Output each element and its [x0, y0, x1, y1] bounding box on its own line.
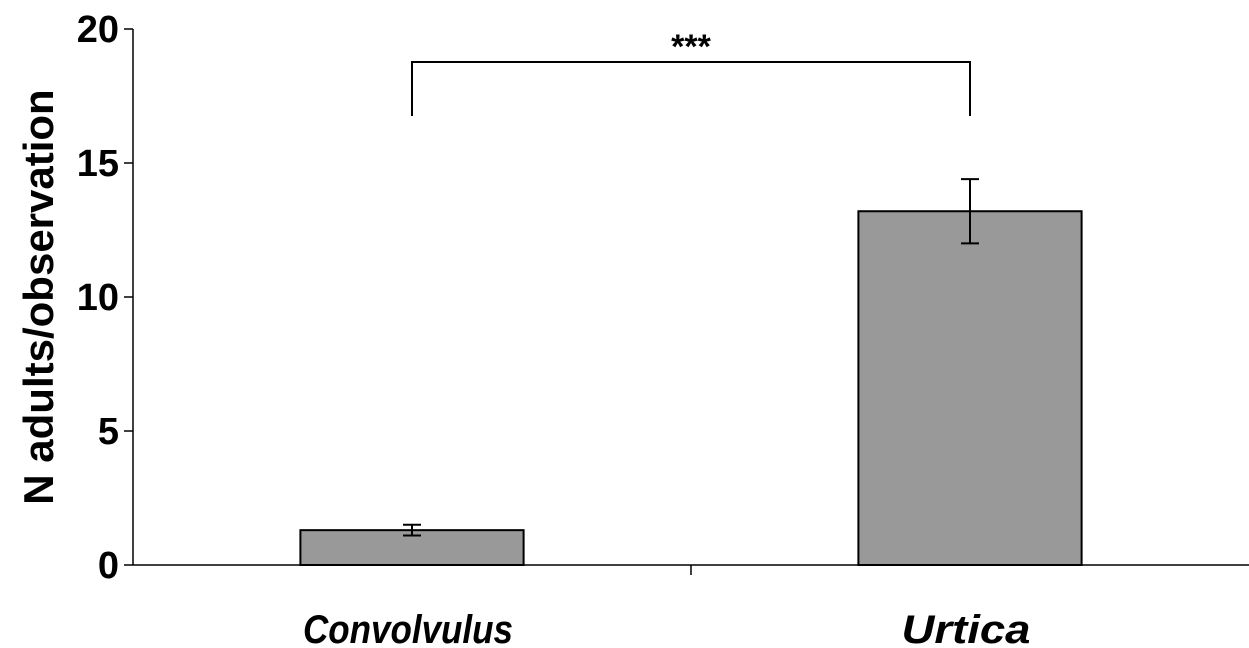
y-axis-title: N adults/observation	[15, 89, 62, 504]
y-tick-label: 15	[77, 143, 119, 185]
category-label-urtica: Urtica	[902, 608, 1031, 648]
significance-bracket	[411, 61, 971, 116]
category-label-convolvulus: Convolvulus	[303, 608, 513, 648]
category-labels-group: Convolvulus Urtica	[303, 608, 1031, 648]
error-bars-group	[403, 178, 979, 537]
significance-label: ***	[671, 28, 711, 66]
y-tick-label: 5	[98, 411, 119, 453]
y-tick-label: 10	[77, 277, 119, 319]
y-tick-label: 20	[77, 9, 119, 51]
y-tick-label: 0	[98, 545, 119, 587]
bars-group	[299, 210, 1083, 567]
y-ticks-group: 0 5 10 15 20	[77, 9, 133, 587]
significance-bracket-group: ***	[411, 28, 971, 116]
bar-urtica	[857, 210, 1083, 567]
